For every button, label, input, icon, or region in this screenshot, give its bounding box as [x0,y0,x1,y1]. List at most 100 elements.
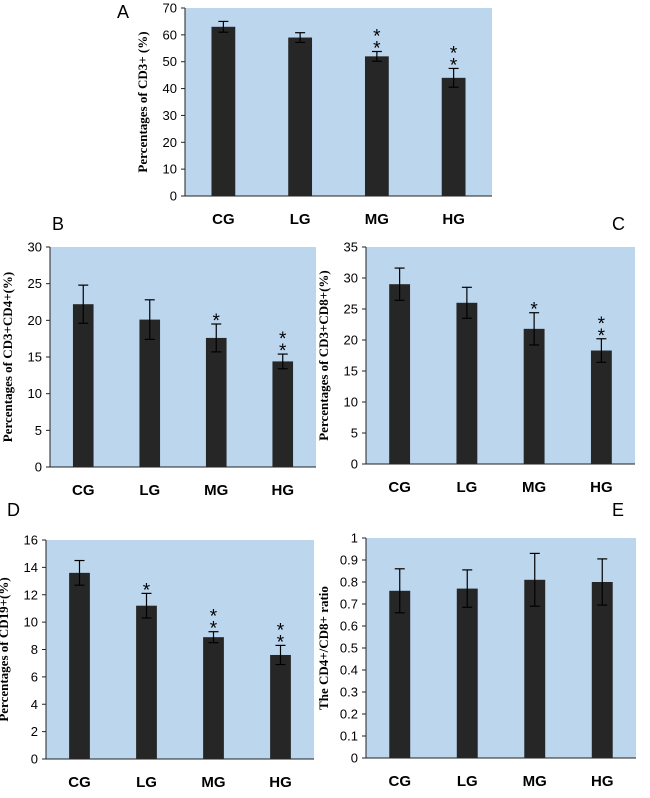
panel-a-category-label: MG [365,211,389,228]
panel-b-bar-mg [205,337,227,467]
panel-b-letter: B [52,214,64,234]
panel-d-bar-mg [203,637,224,759]
panel-e-y-tick-label: 0.5 [340,641,358,656]
panel-e-bar-cg [389,590,411,758]
panel-a-significance-star: * [450,43,458,64]
panel-e-bar-lg [456,588,478,758]
panel-c-significance-star: * [530,300,538,321]
panel-b-y-tick-label: 15 [28,350,42,365]
panel-b-category-label: MG [204,482,228,499]
panel-a-y-tick-label: 70 [163,1,177,16]
panel-c-category-label: HG [590,479,613,496]
panel-c-letter: C [612,214,625,234]
panel-a-y-tick-label: 0 [170,189,177,204]
panel-a-bar-hg [441,77,466,196]
panel-d-significance-star: * [210,619,218,640]
panel-d-y-tick-label: 6 [31,669,38,684]
panel-d-y-tick-label: 14 [24,560,38,575]
panel-e-y-tick-label: 1 [351,531,358,546]
panel-d-y-tick-label: 8 [31,642,38,657]
panel-c-category-label: LG [456,479,477,496]
panel-e-category-label: LG [457,773,478,790]
panel-b-plot-area [50,247,316,467]
panel-c-y-tick-label: 35 [344,240,358,255]
panel-a-significance-star: * [450,55,458,76]
panel-b-category-label: CG [72,482,95,499]
panel-c-category-label: CG [388,479,411,496]
panel-d-category-label: MG [201,774,225,791]
panel-c-y-tick-label: 5 [351,426,358,441]
panel-b-bar-hg [272,361,294,467]
panel-e-y-tick-label: 0.4 [340,663,358,678]
panel-e-y-tick-label: 0 [351,751,358,766]
panel-d-category-label: CG [68,774,91,791]
panel-a-letter: A [117,2,129,22]
panel-c-y-tick-label: 25 [344,302,358,317]
panel-a-y-tick-label: 50 [163,54,177,69]
panel-d-y-tick-label: 16 [24,533,38,548]
panel-d-y-tick-label: 12 [24,587,38,602]
panel-e-y-tick-label: 0.2 [340,707,358,722]
panel-d-significance-star: * [210,607,218,628]
panel-b-significance-star: * [279,329,287,350]
panel-d-bar-hg [270,654,291,759]
panel-b-bar-lg [139,319,161,467]
panel-d-category-label: HG [269,774,292,791]
panel-e-y-tick-label: 0.8 [340,575,358,590]
panel-e-plot-area [366,538,636,758]
panel-a-y-tick-label: 30 [163,108,177,123]
panel-e-category-label: HG [591,773,614,790]
panel-d-y-tick-label: 0 [31,752,38,767]
panel-a-bar-lg [288,37,313,196]
panel-e-y-tick-label: 0.3 [340,685,358,700]
panel-c-y-tick-label: 10 [344,395,358,410]
panel-b-y-tick-label: 0 [35,460,42,475]
panel-b-y-tick-label: 20 [28,313,42,328]
panel-b-category-label: HG [272,482,295,499]
panel-a-category-label: HG [442,211,465,228]
panel-a-bar-mg [364,56,389,196]
panel-e-y-tick-label: 0.9 [340,553,358,568]
panel-c-y-tick-label: 0 [351,457,358,472]
panel-e-letter: E [612,500,624,520]
panel-d-y-tick-label: 10 [24,615,38,630]
panel-a-significance-star: * [373,39,381,60]
panel-d-bar-cg [69,572,90,759]
panel-d-letter: D [7,500,20,520]
panel-b-y-tick-label: 25 [28,276,42,291]
panel-a-y-tick-label: 40 [163,81,177,96]
panel-c-y-tick-label: 15 [344,364,358,379]
panel-a-plot-area [185,8,492,196]
panel-c-bar-hg [590,350,612,464]
panel-c-bar-cg [389,284,411,464]
panel-d-category-label: LG [136,774,157,791]
panel-c-bar-mg [523,328,545,464]
panel-a-y-tick-label: 60 [163,27,177,42]
panel-a-category-label: CG [212,211,235,228]
panel-d-y-axis-title: Percentages of CD19+(%) [0,577,11,721]
panel-e-category-label: CG [389,773,412,790]
panel-b-significance-star: * [279,341,287,362]
panel-b-y-axis-title: Percentages of CD3+CD4+(%) [0,272,15,443]
panel-d-y-tick-label: 4 [31,697,38,712]
panel-c-plot-area [366,247,635,464]
panel-b-y-tick-label: 30 [28,240,42,255]
panel-a-y-tick-label: 20 [163,135,177,150]
panel-b-category-label: LG [139,482,160,499]
panel-d-significance-star: * [277,620,285,641]
panel-e-bar-hg [591,582,613,758]
panel-c-significance-star: * [598,326,606,347]
panel-e-y-tick-label: 0.6 [340,619,358,634]
panel-e-bar-mg [524,579,546,758]
panel-d-significance-star: * [277,632,285,653]
panel-a-y-tick-label: 10 [163,162,177,177]
panel-d-significance-star: * [143,580,151,601]
panel-b-significance-star: * [213,311,221,332]
panel-b-y-tick-label: 5 [35,423,42,438]
panel-e: 0 0.1 0.2 0.3 0.4 0.5 0.6 0.7 0.8 0.9 1 CG LG MG HG The… [316,500,636,790]
panel-a-category-label: LG [290,211,311,228]
